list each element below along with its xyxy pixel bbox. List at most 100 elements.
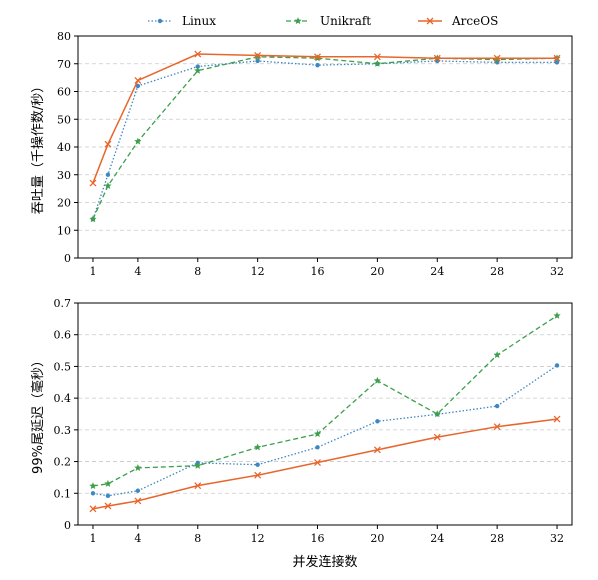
y-tick-label: 0.2: [54, 456, 72, 469]
x-mark: [373, 53, 381, 61]
throughput-chart: 0 10 20 30 40 50 60 70 80 1 4 8 12 16 20 24 28 32 吞吐量（千操作数…: [30, 30, 573, 278]
data-point: [553, 54, 561, 62]
x-mark: [314, 53, 321, 61]
legend-entry-arceos: ArceOS: [418, 14, 498, 28]
data-point: [554, 60, 560, 65]
data-point: [493, 423, 501, 431]
y-tick-label: 0.4: [54, 392, 72, 405]
x-mark: [373, 446, 381, 454]
legend-entry-linux: Linux: [148, 14, 216, 28]
x-tick-label: 8: [194, 532, 201, 545]
data-point: [194, 66, 202, 74]
y-tick-label: 40: [57, 141, 71, 154]
x-mark: [104, 140, 112, 148]
series-line-arceos: [92, 53, 558, 184]
x-tick-label: 12: [251, 532, 265, 545]
y-tick-label: 80: [57, 30, 71, 43]
latency-chart: 0 0.1 0.2 0.3 0.4 0.5 0.6 0.7 1 4 8 12 16 20 24 28 32 99%…: [30, 297, 573, 570]
y-tick-label: 0.1: [54, 487, 72, 500]
series-line-linux: [92, 364, 558, 497]
x-mark: [553, 415, 561, 423]
y-tick-label: 50: [57, 113, 71, 126]
data-point: [315, 62, 320, 68]
x-tick-label: 24: [430, 265, 444, 278]
y-tick-label: 10: [57, 224, 71, 237]
data-point: [135, 488, 141, 493]
series-unikraft: [89, 52, 561, 223]
x-tick-label: 32: [550, 265, 564, 278]
x-tick-label: 28: [490, 265, 504, 278]
series-line-unikraft: [92, 315, 558, 487]
legend-label: Linux: [182, 14, 216, 28]
x-tick-label: 1: [89, 532, 96, 545]
x-mark: [194, 482, 202, 490]
data-point: [104, 181, 112, 190]
x-mark: [254, 51, 262, 59]
data-point: [314, 459, 321, 466]
data-point: [194, 482, 202, 490]
x-mark: [134, 76, 142, 84]
series-arceos: [89, 415, 561, 513]
legend: Linux Unikraft ArceOS: [148, 14, 498, 28]
x-mark: [89, 179, 97, 187]
series-line-linux: [92, 60, 558, 220]
y-tick-label: 60: [57, 86, 71, 99]
series-line-arceos: [92, 418, 558, 510]
x-mark: [254, 471, 262, 479]
x-tick-label: 16: [311, 265, 325, 278]
data-point: [134, 76, 142, 84]
data-point: [194, 50, 202, 58]
series-linux: [90, 58, 560, 222]
data-point: [254, 51, 262, 59]
y-axis-label: 99%尾延迟（毫秒）: [30, 354, 46, 474]
legend-entry-unikraft: Unikraft: [286, 14, 371, 28]
data-point: [373, 53, 381, 61]
x-mark: [134, 497, 142, 505]
x-mark: [89, 505, 97, 513]
data-point: [105, 493, 111, 499]
data-point: [433, 410, 442, 418]
data-point: [89, 179, 97, 187]
y-tick-label: 0: [64, 519, 71, 532]
data-point: [554, 363, 560, 368]
x-tick-label: 8: [194, 265, 201, 278]
data-point: [89, 215, 97, 223]
data-point: [89, 482, 97, 490]
data-point: [254, 471, 262, 479]
y-tick-label: 0.6: [54, 329, 72, 342]
x-tick-label: 28: [490, 532, 504, 545]
data-point: [134, 137, 142, 145]
data-point: [134, 463, 142, 472]
data-point: [253, 52, 262, 60]
data-point: [314, 53, 321, 61]
x-mark: [314, 459, 321, 466]
data-point: [373, 446, 381, 454]
data-point: [375, 419, 380, 424]
y-tick-label: 0: [64, 252, 71, 265]
data-point: [104, 479, 112, 487]
y-tick-label: 70: [57, 58, 71, 71]
x-mark: [433, 54, 441, 62]
y-tick-label: 30: [57, 169, 71, 182]
series-linux: [90, 363, 560, 499]
data-point: [493, 351, 501, 359]
data-point: [134, 497, 142, 505]
x-tick-label: 24: [430, 532, 444, 545]
data-point: [105, 172, 111, 177]
series-unikraft: [89, 311, 561, 490]
data-point: [253, 443, 262, 451]
x-mark: [433, 433, 441, 441]
x-mark: [194, 50, 202, 58]
legend-marker: [157, 18, 163, 24]
data-point: [90, 491, 96, 496]
data-point: [494, 403, 500, 409]
y-tick-label: 20: [57, 197, 71, 210]
x-tick-label: 16: [311, 532, 325, 545]
data-point: [315, 445, 320, 450]
x-tick-label: 32: [550, 532, 564, 545]
y-axis-label: 吞吐量（千操作数/秒）: [30, 80, 46, 214]
data-point: [493, 54, 501, 62]
legend-label: Unikraft: [320, 14, 371, 28]
data-point: [194, 461, 202, 469]
